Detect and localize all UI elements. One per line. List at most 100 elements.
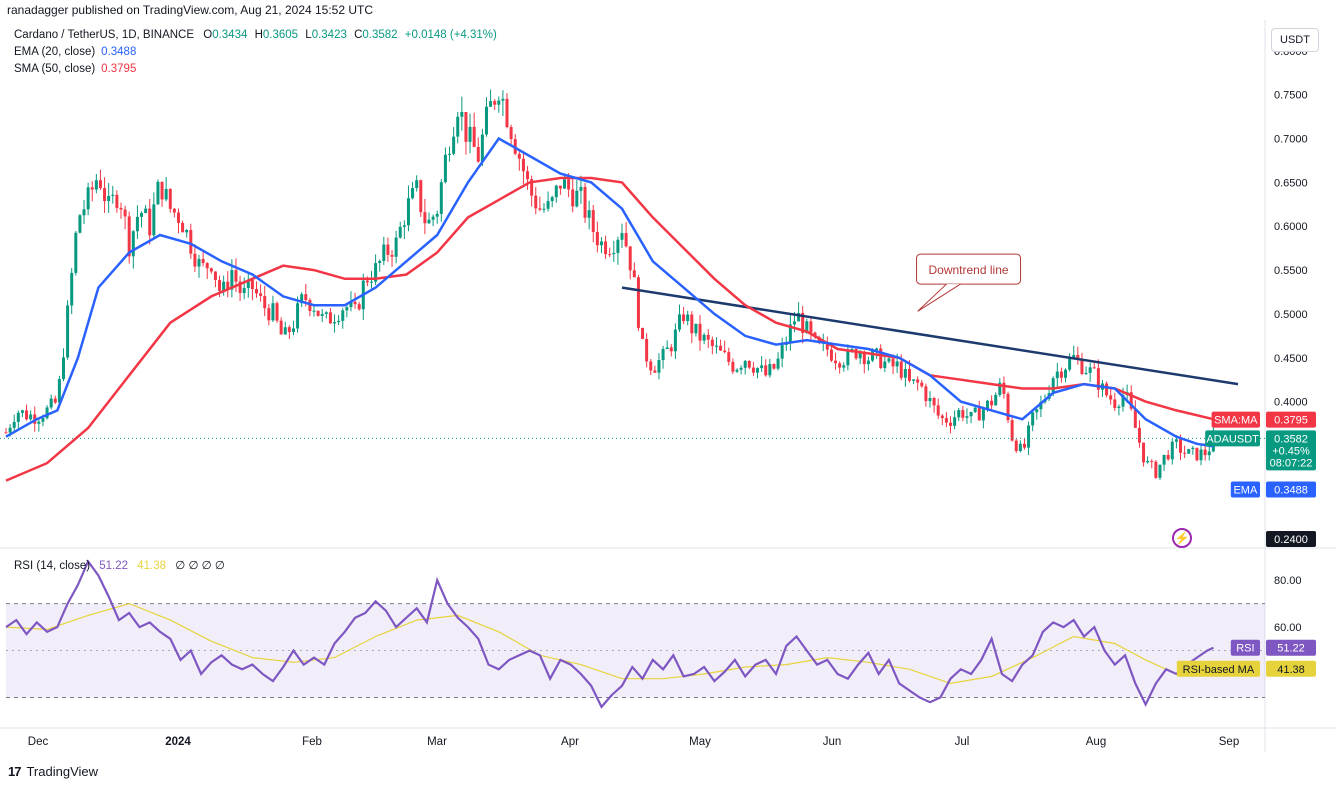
candle-body	[172, 208, 176, 213]
candle-body	[891, 358, 895, 367]
rsi-band	[6, 603, 1265, 698]
candle-body	[587, 210, 591, 218]
candle-body	[932, 397, 936, 406]
candle-body	[468, 126, 472, 142]
candle-body	[324, 312, 328, 314]
candle-body	[858, 352, 862, 359]
candle-body	[792, 321, 796, 325]
candle-body	[788, 324, 792, 344]
time-tick-label: Jun	[823, 736, 842, 748]
candle-body	[953, 417, 957, 426]
rsi-line	[5, 559, 1214, 709]
candle-body	[1002, 382, 1006, 394]
candle-body	[312, 310, 316, 312]
time-tick-label: Dec	[28, 736, 49, 748]
price-tick-label: 0.4000	[1274, 397, 1308, 409]
candle-body	[1121, 395, 1125, 407]
candle-body	[608, 254, 612, 256]
candle-body	[209, 268, 213, 272]
candle-body	[365, 280, 369, 283]
candle-body	[1027, 425, 1031, 448]
candle-body	[1195, 447, 1199, 461]
candle-body	[723, 350, 727, 353]
candle-body	[328, 312, 332, 324]
candle-body	[977, 407, 981, 421]
candle-body	[382, 244, 386, 261]
candle-body	[168, 188, 172, 209]
candle-body	[961, 410, 965, 418]
candle-body	[690, 314, 694, 334]
candle-body	[920, 382, 924, 387]
candle-body	[895, 361, 899, 367]
candle-body	[1191, 447, 1195, 450]
rsi-ma-line	[5, 602, 1214, 685]
candle-body	[604, 241, 608, 255]
candle-body	[185, 230, 189, 233]
candle-body	[123, 209, 127, 217]
candle-body	[719, 345, 723, 351]
price-axis: 0.80000.75000.70000.65000.60000.55000.50…	[28, 46, 1308, 748]
candle-body	[398, 226, 402, 238]
rsi-legend[interactable]: RSI (14, close) 51.22 41.38 ∅ ∅ ∅ ∅	[14, 560, 225, 572]
candle-body	[45, 407, 49, 419]
candle-body	[57, 379, 61, 403]
candle-body	[542, 208, 546, 210]
candle-body	[517, 153, 521, 159]
symbol-price-tag-value: 0.3582	[1274, 433, 1308, 445]
candle-body	[66, 305, 70, 358]
published-header: ranadagger published on TradingView.com,…	[7, 3, 374, 17]
candle-body	[1010, 420, 1014, 441]
candle-body	[296, 303, 300, 329]
lightning-icon[interactable]: ⚡	[1172, 528, 1192, 548]
candle-body	[148, 208, 152, 236]
candle-body	[743, 360, 747, 368]
candle-body	[599, 241, 603, 246]
price-tick-label: 0.5000	[1274, 309, 1308, 321]
candle-body	[8, 427, 12, 433]
rsi-pane: 80.00 60.00	[5, 559, 1302, 709]
candle-body	[1072, 354, 1076, 359]
candle-body	[279, 320, 283, 335]
candle-body	[530, 179, 534, 196]
candle-body	[226, 281, 230, 290]
candle-body	[111, 194, 115, 196]
candle-body	[829, 349, 833, 361]
low-price-tag-value-bg	[1266, 531, 1316, 547]
candle-body	[135, 216, 139, 232]
candle-body	[341, 310, 345, 321]
candle-body	[246, 279, 250, 289]
sma-price-tag-value-bg	[1266, 411, 1316, 428]
candle-body	[883, 361, 887, 369]
candle-body	[369, 281, 373, 283]
candle-body	[1183, 452, 1187, 454]
candle-body	[739, 367, 743, 370]
candle-body	[899, 361, 903, 378]
candle-body	[37, 421, 41, 424]
candle-body	[903, 369, 907, 378]
candle-body	[238, 281, 242, 294]
candle-body	[164, 188, 168, 200]
annotation-callout: Downtrend line	[916, 253, 1022, 312]
rsi-ma-label-bg	[1176, 660, 1260, 677]
candle-body	[259, 293, 263, 296]
candle-body	[1203, 449, 1207, 456]
candle-body	[1162, 454, 1166, 465]
candle-body	[1166, 454, 1170, 460]
candle-body	[378, 260, 382, 264]
currency-selector[interactable]: USDT	[1271, 28, 1319, 52]
candle-body	[271, 303, 275, 321]
ema-legend[interactable]: EMA (20, close) 0.3488	[14, 46, 137, 58]
candle-body	[866, 360, 870, 365]
candle-body	[1055, 371, 1059, 379]
candle-body	[218, 280, 222, 291]
sma-legend[interactable]: SMA (50, close) 0.3795	[14, 63, 137, 75]
candle-body	[70, 272, 74, 306]
candle-body	[390, 254, 394, 257]
candle-body	[127, 216, 131, 257]
candle-body	[1006, 393, 1010, 421]
ema-price-tag-value: 0.3488	[1274, 485, 1308, 497]
candle-body	[493, 101, 497, 105]
candle-body	[140, 213, 144, 217]
rsi-value-tag: RSI 51.22	[1230, 639, 1316, 656]
candle-body	[567, 179, 571, 190]
